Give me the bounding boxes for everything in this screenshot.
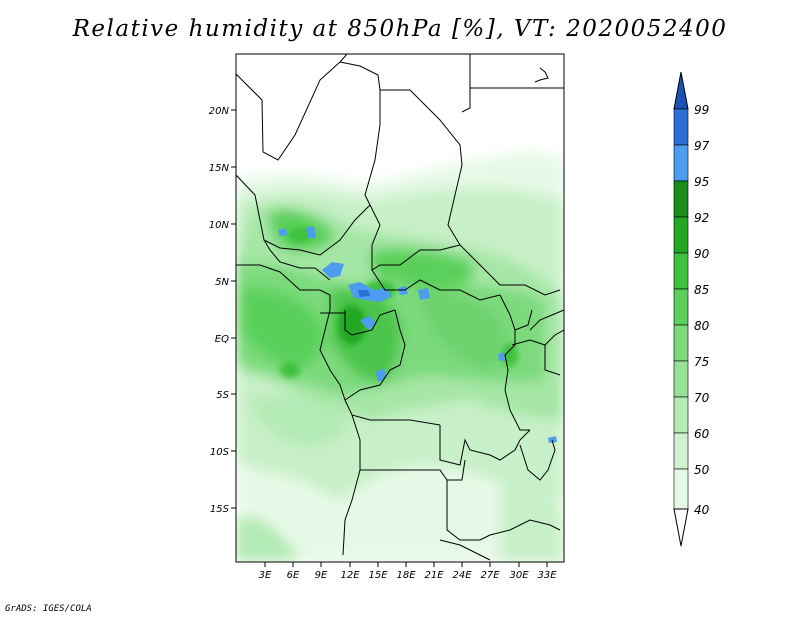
- colorbar-segment-50-60: [673, 432, 689, 470]
- footer-credit: GrADS: IGES/COLA: [5, 604, 92, 614]
- colorbar-label-90: 90: [694, 247, 710, 261]
- lon-tick-18e: 18E: [396, 570, 416, 581]
- lon-tick-30e: 30E: [509, 570, 529, 581]
- lon-tick-15e: 15E: [368, 570, 388, 581]
- colorbar-segment-75-80: [673, 324, 689, 362]
- map-title: Relative humidity at 850hPa [%], VT: 202…: [72, 16, 728, 42]
- colorbar-segment-97-99: [673, 108, 689, 146]
- lat-tick-15n: 15N: [209, 163, 230, 174]
- lat-tick-20n: 20N: [209, 106, 230, 117]
- colorbar-segment-90-92: [673, 216, 689, 254]
- high-humidity-patches: [278, 226, 557, 443]
- lat-tick-15s: 15S: [210, 504, 230, 515]
- colorbar-label-60: 60: [694, 427, 710, 441]
- lon-axis: [264, 562, 548, 567]
- colorbar-label-92: 92: [694, 211, 709, 225]
- humidity-field: [236, 152, 564, 562]
- colorbar-segment-70-75: [673, 360, 689, 398]
- colorbar-segment-85-90: [673, 252, 689, 290]
- colorbar-label-95: 95: [694, 175, 709, 189]
- lat-tick-5n: 5N: [215, 277, 229, 288]
- colorbar-label-80: 80: [694, 319, 710, 333]
- colorbar-bottom-arrow: [673, 508, 689, 547]
- colorbar-segment-95-97: [673, 144, 689, 182]
- colorbar-label-40: 40: [694, 503, 710, 517]
- lat-tick-10n: 10N: [209, 220, 230, 231]
- map-frame: [235, 53, 565, 563]
- colorbar: [673, 71, 689, 547]
- lat-tick-5s: 5S: [216, 390, 229, 401]
- lon-tick-9e: 9E: [315, 570, 328, 581]
- colorbar-segment-60-70: [673, 396, 689, 434]
- colorbar-segment-80-85: [673, 288, 689, 326]
- lon-tick-24e: 24E: [452, 570, 472, 581]
- lon-tick-27e: 27E: [480, 570, 500, 581]
- lat-axis: [231, 109, 236, 509]
- colorbar-segment-92-95: [673, 180, 689, 218]
- lon-tick-12e: 12E: [340, 570, 360, 581]
- lon-tick-3e: 3E: [259, 570, 272, 581]
- lon-tick-21e: 21E: [424, 570, 444, 581]
- colorbar-label-97: 97: [694, 139, 710, 153]
- colorbar-label-85: 85: [694, 283, 709, 297]
- colorbar-top-arrow: [673, 71, 689, 110]
- colorbar-label-50: 50: [694, 463, 710, 477]
- colorbar-label-75: 75: [694, 355, 709, 369]
- country-borders: [236, 54, 564, 562]
- colorbar-label-70: 70: [694, 391, 710, 405]
- lon-tick-33e: 33E: [537, 570, 557, 581]
- colorbar-segment-40-50: [673, 468, 689, 510]
- lat-tick-eq: EQ: [215, 334, 229, 345]
- lon-tick-6e: 6E: [287, 570, 300, 581]
- lat-tick-10s: 10S: [210, 447, 230, 458]
- colorbar-label-99: 99: [694, 103, 709, 117]
